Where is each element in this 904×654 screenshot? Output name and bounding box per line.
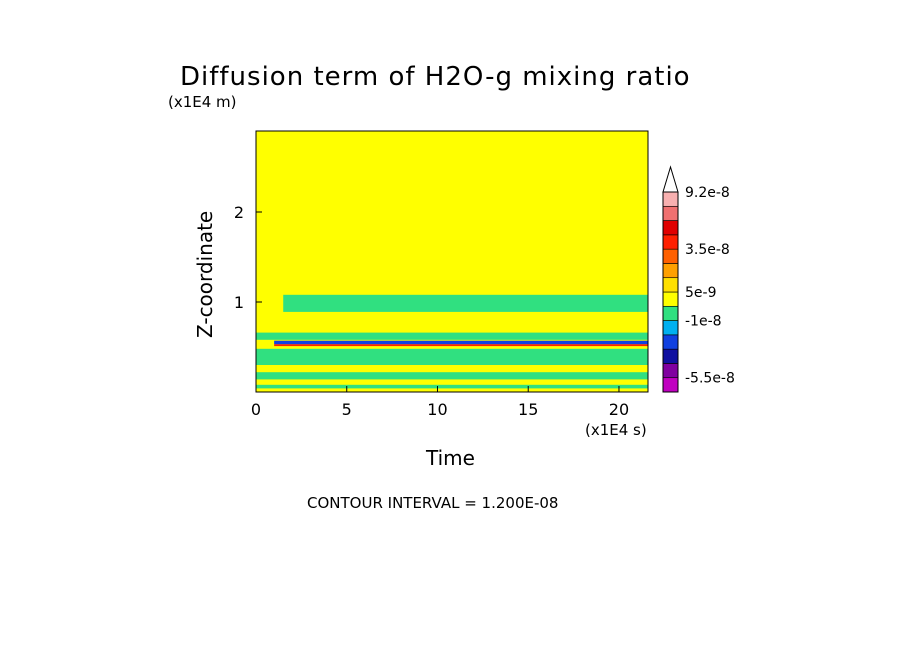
colorbar-label: -1e-8 (685, 314, 722, 330)
x-axis: 0 5 10 15 20 (251, 386, 629, 419)
y-axis-unit: (x1E4 m) (168, 93, 237, 111)
colorbar-box (662, 248, 679, 264)
contour-band-6 (256, 384, 648, 389)
colorbar-label: -5.5e-8 (685, 371, 735, 387)
colorbar-box (662, 348, 679, 364)
colorbar-box (662, 320, 679, 336)
colorbar-box (662, 291, 679, 307)
x-axis-label: Time (426, 446, 475, 470)
colorbar-box (662, 305, 679, 321)
contour-band-2 (274, 340, 648, 345)
colorbar-box (662, 191, 679, 207)
colorbar-box (662, 277, 679, 293)
x-tick-label: 15 (518, 400, 538, 419)
x-tick-label: 5 (342, 400, 352, 419)
colorbar-box (662, 263, 679, 279)
contour-band-4 (256, 348, 648, 365)
y-tick-label: 1 (234, 293, 244, 312)
contour-band-0 (283, 294, 648, 312)
colorbar-label: 9.2e-8 (685, 185, 730, 201)
colorbar-box (662, 334, 679, 350)
contour-interval-note: CONTOUR INTERVAL = 1.200E-08 (307, 494, 559, 512)
x-axis-unit: (x1E4 s) (585, 421, 647, 439)
colorbar-box (662, 205, 679, 221)
contour-bands (256, 294, 648, 389)
plot-frame (255, 130, 649, 393)
x-tick-label: 10 (427, 400, 447, 419)
contour-band-5 (256, 372, 648, 380)
colorbar-label: 5e-9 (685, 285, 716, 301)
chart-title: Diffusion term of H2O-g mixing ratio (180, 62, 691, 92)
contour-band-3 (274, 344, 648, 347)
colorbar-box (662, 363, 679, 379)
contour-band-1 (256, 332, 648, 340)
x-tick-label: 0 (251, 400, 261, 419)
plot-area (256, 131, 648, 392)
x-tick-label: 20 (609, 400, 629, 419)
colorbar-box (662, 234, 679, 250)
colorbar-label: 3.5e-8 (685, 242, 730, 258)
colorbar-box (662, 377, 679, 393)
colorbar: 9.2e-8 3.5e-8 5e-9 -1e-8 -5.5e-8 (662, 165, 735, 393)
y-axis: 12 (234, 203, 262, 312)
colorbar-box (662, 220, 679, 236)
y-tick-label: 2 (234, 203, 244, 222)
colorbar-frame (662, 191, 679, 393)
y-axis-label: Z-coordinate (193, 210, 217, 338)
